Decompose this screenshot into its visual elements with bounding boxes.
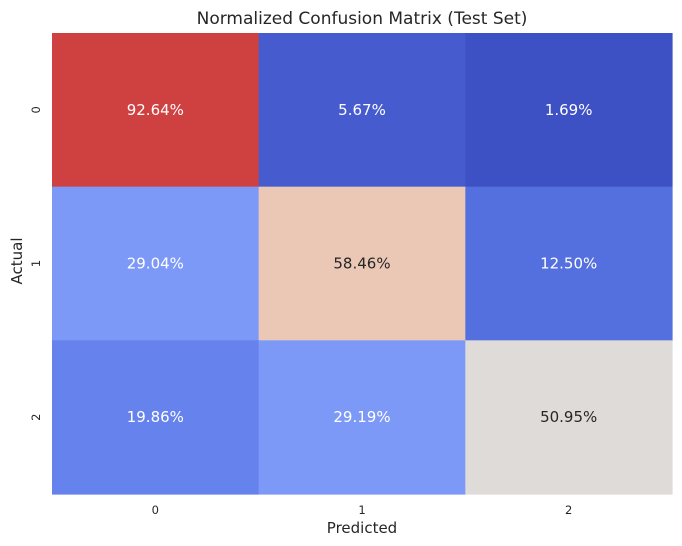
y-tick-label: 1: [29, 260, 43, 267]
chart-title: Normalized Confusion Matrix (Test Set): [197, 9, 528, 29]
cell-label-2-2: 50.95%: [540, 408, 597, 426]
heatmap-cell-0-1: [258, 33, 466, 188]
heatmap-cells: [52, 33, 673, 495]
y-axis-ticks: 0 1 2: [29, 106, 43, 421]
cell-label-1-2: 12.50%: [540, 255, 597, 273]
heatmap-cell-2-2: [465, 340, 673, 495]
y-axis-label: Actual: [8, 238, 26, 285]
y-tick-label: 0: [29, 106, 43, 113]
heatmap-cell-1-0: [52, 186, 260, 341]
cell-label-1-1: 58.46%: [333, 255, 390, 273]
heatmap-cell-1-1: [258, 186, 466, 341]
heatmap-cell-0-2: [465, 33, 673, 188]
heatmap-cell-2-1: [258, 340, 466, 495]
heatmap-cell-1-2: [465, 186, 673, 341]
x-axis-label: Predicted: [327, 519, 397, 537]
cell-label-0-2: 1.69%: [545, 101, 593, 119]
cell-label-1-0: 29.04%: [127, 255, 184, 273]
cell-label-0-1: 5.67%: [338, 101, 386, 119]
x-tick-label: 2: [565, 503, 572, 517]
cell-label-2-0: 19.86%: [127, 408, 184, 426]
x-tick-label: 0: [152, 503, 159, 517]
y-tick-label: 2: [29, 414, 43, 421]
heatmap-cell-labels: 92.64% 5.67% 1.69% 29.04% 58.46% 12.50% 19.86%…: [127, 101, 598, 426]
x-axis-ticks: 0 1 2: [152, 503, 573, 517]
heatmap-cell-0-0: [52, 33, 260, 188]
cell-label-2-1: 29.19%: [333, 408, 390, 426]
x-tick-label: 1: [358, 503, 365, 517]
cell-label-0-0: 92.64%: [127, 101, 184, 119]
heatmap-cell-2-0: [52, 340, 260, 495]
